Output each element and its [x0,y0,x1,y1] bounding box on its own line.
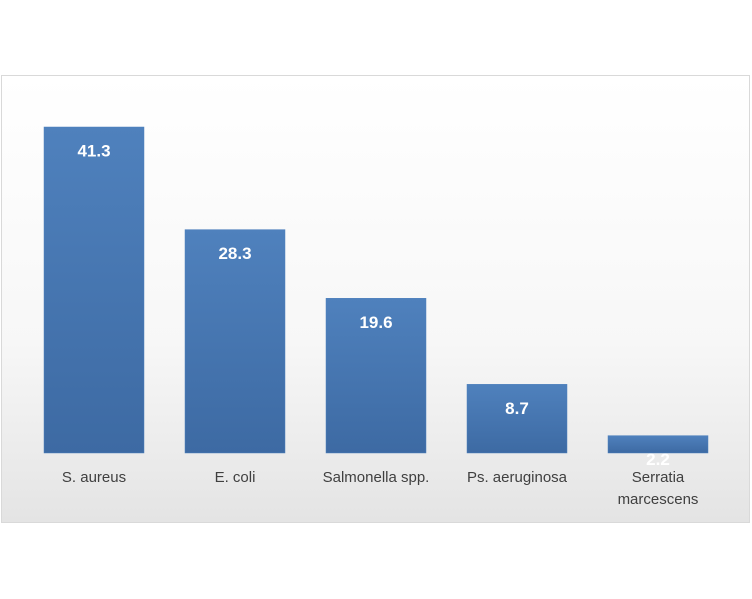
bar [184,229,286,454]
category-label: Serratia marcescens [617,469,699,508]
category-label: E. coli [214,469,256,486]
value-label: 2.2 [646,450,670,469]
value-label: 41.3 [77,141,110,160]
bar [325,298,427,454]
category-label: Salmonella spp. [322,469,430,486]
bar [43,126,145,454]
value-label: 19.6 [359,313,392,332]
category-label: Ps. aeruginosa [466,469,568,486]
category-label: S. aureus [61,469,127,486]
bar [607,435,709,454]
value-label: 28.3 [218,244,251,263]
value-label: 8.7 [505,399,529,418]
bar [466,384,568,454]
